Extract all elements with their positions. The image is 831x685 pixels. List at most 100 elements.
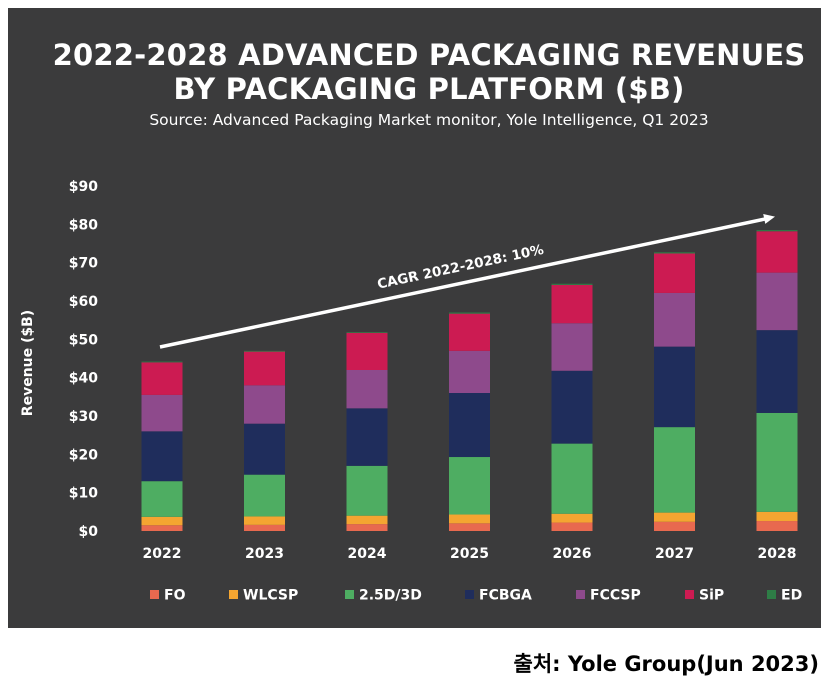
y-tick-label: $10: [69, 486, 98, 502]
bar-segment-FCBGA: [551, 370, 593, 444]
y-tick-label: $60: [69, 294, 98, 310]
legend-item-ED: ED: [767, 588, 802, 604]
bar-stack-2022: [141, 361, 183, 531]
bar-stacks: [141, 230, 798, 531]
legend-label: SiP: [699, 588, 724, 604]
x-tick-label: 2026: [553, 546, 592, 562]
bar-segment-SiP: [346, 332, 388, 370]
bar-segment-FCCSP: [449, 350, 490, 393]
chart-title-line-1: 2022-2028 ADVANCED PACKAGING REVENUES: [53, 38, 806, 72]
legend-label: FCCSP: [590, 588, 641, 604]
legend-swatch: [576, 590, 585, 599]
x-tick-label: 2022: [143, 546, 182, 562]
bar-segment-2.5D/3D: [654, 427, 695, 513]
bar-segment-2.5D/3D: [756, 412, 798, 512]
bar-segment-WLCSP: [346, 515, 388, 525]
y-tick-label: $40: [69, 371, 98, 387]
bar-segment-FO: [449, 523, 490, 531]
legend-swatch: [465, 590, 474, 599]
bar-segment-SiP: [654, 253, 695, 293]
chart-svg: 2022-2028 ADVANCED PACKAGING REVENUES BY…: [20, 38, 806, 604]
bar-segment-FCBGA: [346, 408, 388, 466]
y-tick-label: $0: [79, 524, 99, 540]
bar-segment-WLCSP: [449, 514, 490, 524]
legend-swatch: [685, 590, 694, 599]
bar-segment-FCBGA: [756, 330, 798, 413]
legend-item-WLCSP: WLCSP: [229, 588, 298, 604]
bar-segment-SiP: [141, 362, 183, 395]
bar-segment-FO: [141, 525, 183, 531]
legend-label: ED: [781, 588, 802, 604]
bar-segment-FCBGA: [654, 346, 695, 428]
bar-segment-ED: [551, 283, 593, 285]
y-tick-label: $90: [69, 179, 98, 195]
legend-label: WLCSP: [243, 588, 298, 604]
source-caption: 출처: Yole Group(Jun 2023): [513, 652, 819, 676]
bar-segment-2.5D/3D: [449, 457, 490, 515]
bar-segment-ED: [449, 312, 490, 314]
bar-segment-FCBGA: [244, 423, 285, 475]
chart-panel: 2022-2028 ADVANCED PACKAGING REVENUES BY…: [8, 8, 821, 628]
bar-segment-2.5D/3D: [346, 465, 388, 516]
x-tick-label: 2024: [348, 546, 387, 562]
legend-label: 2.5D/3D: [359, 588, 422, 604]
legend-swatch: [150, 590, 159, 599]
bar-segment-2.5D/3D: [551, 443, 593, 514]
cagr-arrow-line: [159, 216, 770, 349]
x-tick-label: 2025: [450, 546, 489, 562]
x-tick-label: 2027: [655, 546, 694, 562]
x-tick-label: 2023: [245, 546, 284, 562]
bar-stack-2025: [449, 312, 490, 531]
cagr-arrow-head: [763, 214, 775, 224]
legend-label: FCBGA: [479, 588, 532, 604]
legend-swatch: [345, 590, 354, 599]
bar-segment-FO: [756, 521, 798, 531]
y-axis-title: Revenue ($B): [20, 310, 36, 416]
bar-segment-WLCSP: [244, 516, 285, 525]
bar-segment-FO: [551, 522, 593, 531]
legend-item-SiP: SiP: [685, 588, 724, 604]
bar-segment-WLCSP: [551, 513, 593, 523]
y-tick-label: $80: [69, 217, 98, 233]
bar-segment-FCBGA: [141, 431, 183, 482]
bar-stack-2023: [244, 350, 285, 531]
legend-item-2.5D/3D: 2.5D/3D: [345, 588, 422, 604]
bar-segment-SiP: [449, 313, 490, 351]
y-tick-label: $50: [69, 332, 98, 348]
bar-segment-WLCSP: [654, 512, 695, 522]
bar-stack-2027: [654, 252, 695, 531]
legend-swatch: [229, 590, 238, 599]
bar-segment-WLCSP: [756, 511, 798, 522]
bar-segment-FCCSP: [551, 323, 593, 371]
bar-segment-WLCSP: [141, 516, 183, 526]
y-axis-ticks: $0 $10 $20 $30 $40 $50 $60 $70 $80 $90: [69, 179, 98, 540]
bar-segment-2.5D/3D: [244, 474, 285, 517]
bar-segment-FO: [244, 524, 285, 531]
bar-segment-FCBGA: [449, 393, 490, 458]
bar-segment-FCCSP: [141, 394, 183, 432]
legend-item-FCBGA: FCBGA: [465, 588, 532, 604]
bar-segment-FCCSP: [654, 292, 695, 347]
bar-segment-ED: [244, 350, 285, 352]
legend-item-FCCSP: FCCSP: [576, 588, 641, 604]
bar-segment-SiP: [244, 351, 285, 386]
y-tick-label: $20: [69, 447, 98, 463]
legend-swatch: [767, 590, 776, 599]
bar-segment-ED: [654, 252, 695, 254]
bar-segment-SiP: [756, 231, 798, 273]
bar-segment-ED: [346, 332, 388, 333]
bar-segment-SiP: [551, 284, 593, 324]
chart-title-line-2: BY PACKAGING PLATFORM ($B): [173, 72, 684, 106]
legend-item-FO: FO: [150, 588, 186, 604]
chart-subtitle: Source: Advanced Packaging Market monito…: [149, 111, 708, 129]
bar-stack-2026: [551, 283, 593, 531]
bar-segment-ED: [756, 230, 798, 232]
bar-segment-ED: [141, 361, 183, 363]
x-axis-ticks: 2022 2023 2024 2025 2026 2027 2028: [143, 546, 797, 562]
legend: FO WLCSP 2.5D/3D FCBGA FCCSP SiP ED: [150, 588, 802, 604]
bar-segment-2.5D/3D: [141, 481, 183, 517]
bar-segment-FO: [654, 521, 695, 531]
bar-segment-FCCSP: [346, 370, 388, 409]
bar-stack-2024: [346, 332, 388, 531]
y-tick-label: $30: [69, 409, 98, 425]
